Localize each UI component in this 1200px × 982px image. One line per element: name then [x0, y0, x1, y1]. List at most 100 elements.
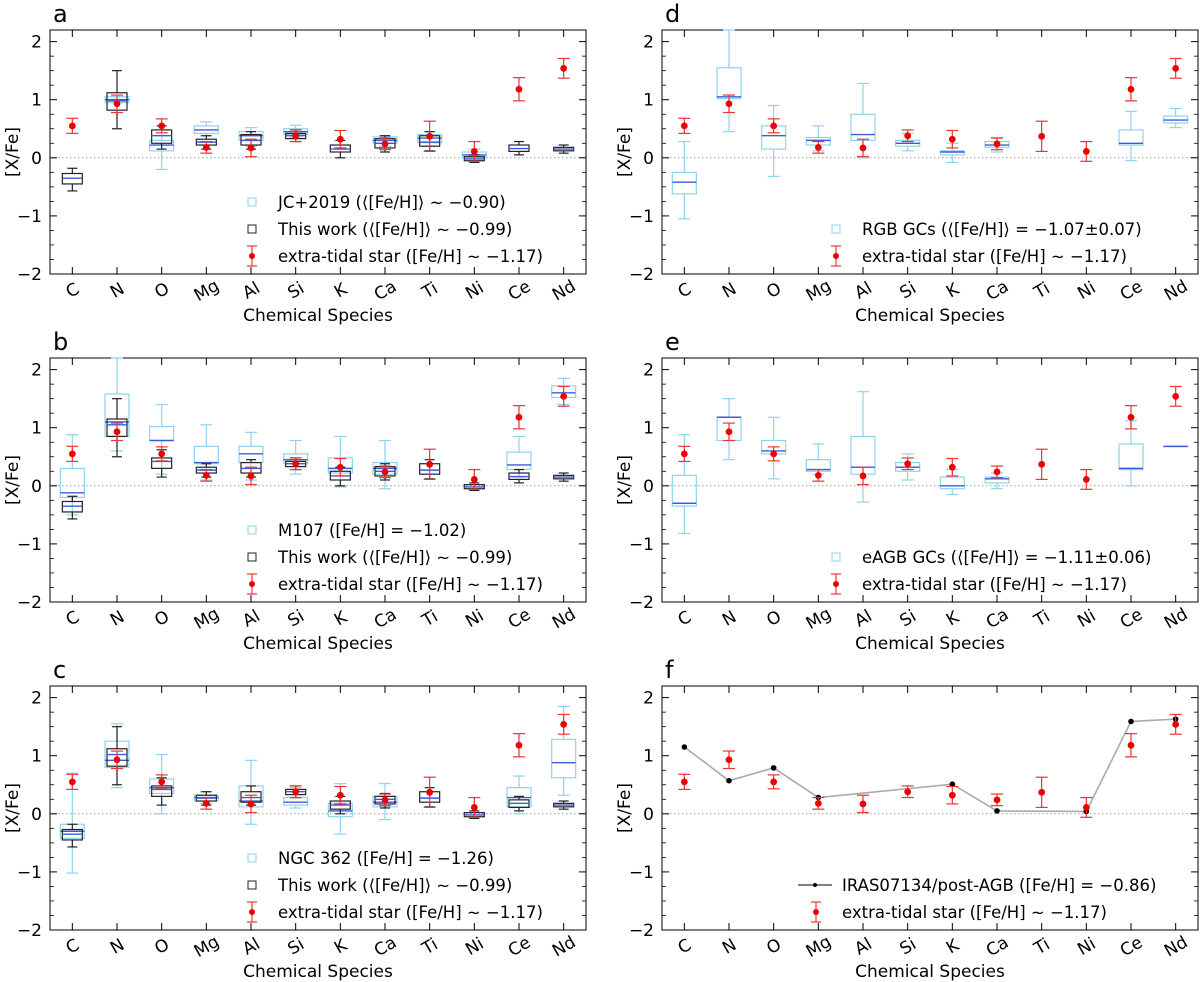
x-tick-label-mg: Mg	[191, 604, 223, 634]
x-tick-label-al: Al	[239, 606, 263, 632]
legend: IRAS07134/post-AGB ([Fe/H] = −0.86) extra…	[798, 876, 1156, 923]
star-marker	[1172, 64, 1180, 72]
star-point-ce	[513, 405, 525, 430]
star-point-c	[66, 117, 79, 135]
legend-star-marker	[249, 909, 255, 915]
star-marker	[158, 122, 166, 130]
legend-star-marker	[813, 909, 819, 915]
star-point-n	[723, 422, 735, 442]
box-iqr	[1118, 129, 1144, 146]
star-marker	[859, 472, 867, 480]
axes-frame	[49, 357, 587, 603]
star-point-k	[946, 457, 959, 477]
work-box-c	[61, 823, 83, 848]
x-tick-label-ti: Ti	[1030, 935, 1054, 960]
legend-label: extra-tidal star ([Fe/H] ∼ −1.17)	[278, 903, 543, 922]
star-marker	[948, 791, 956, 799]
star-point-al	[857, 794, 869, 814]
box-iqr	[671, 171, 697, 195]
x-tick-label-c: C	[63, 279, 83, 302]
star-marker	[993, 468, 1001, 476]
star-marker	[292, 788, 300, 796]
star-point-al	[245, 138, 257, 158]
x-tick-label-ti: Ti	[418, 279, 442, 304]
x-tick-label-ce: Ce	[505, 933, 534, 961]
legend-work-symbol	[247, 552, 257, 562]
x-tick-label-ni: Ni	[462, 278, 487, 304]
star-point-n	[111, 750, 123, 770]
x-tick-label-ca: Ca	[371, 605, 400, 633]
star-marker	[470, 148, 478, 155]
ref-box-o	[149, 403, 175, 475]
x-tick-label-nd: Nd	[1161, 276, 1191, 305]
star-point-n	[111, 422, 123, 442]
star-marker	[515, 413, 523, 421]
star-point-ti	[1035, 448, 1048, 481]
panel-e: −2 −1 0 1 2 C N O Mg Al Si K Ca Ti Ni Ce Nd Chemical Spec…	[615, 328, 1199, 654]
y-tick-label: 2	[31, 361, 42, 381]
legend: M107 ([Fe/H] = −1.02) This work (⟨[Fe/H]⟩…	[247, 521, 543, 595]
star-marker	[1038, 132, 1046, 140]
x-tick-label-ca: Ca	[983, 277, 1012, 305]
x-tick-label-ni: Ni	[1074, 278, 1099, 304]
star-marker	[680, 122, 688, 130]
star-marker	[68, 122, 76, 130]
x-tick-label-o: O	[151, 607, 173, 631]
star-marker	[1082, 476, 1090, 483]
legend: JC+2019 (⟨[Fe/H]⟩ ∼ −0.90) This work (⟨[F…	[247, 193, 543, 267]
legend-line-dot	[813, 883, 817, 887]
star-point-ca	[991, 137, 1003, 151]
x-tick-label-al: Al	[239, 278, 263, 304]
y-tick-label: 1	[31, 419, 42, 439]
work-box-nd	[553, 800, 575, 810]
star-point-o	[155, 118, 168, 134]
x-tick-label-c: C	[675, 935, 695, 958]
star-point-o	[767, 446, 780, 462]
box-iqr	[551, 738, 577, 779]
star-marker	[202, 799, 210, 807]
y-tick-label: −2	[17, 921, 42, 941]
star-marker	[1127, 85, 1135, 93]
x-tick-label-si: Si	[896, 606, 919, 631]
x-tick-label-nd: Nd	[549, 276, 579, 305]
y-tick-label: −1	[17, 863, 42, 883]
star-point-ca	[379, 465, 391, 479]
x-tick-label-k: K	[943, 279, 963, 302]
legend-label: eAGB GCs (⟨[Fe/H]⟩ = −1.11±0.06)	[862, 548, 1151, 567]
star-point-ce	[1125, 405, 1137, 430]
star-point-ca	[379, 137, 391, 151]
x-tick-label-nd: Nd	[549, 932, 579, 961]
x-tick-label-ca: Ca	[371, 933, 400, 961]
star-marker	[948, 135, 956, 143]
star-point-mg	[812, 796, 825, 810]
x-tick-label-o: O	[763, 935, 785, 959]
star-marker	[515, 85, 523, 93]
box-iqr	[850, 113, 876, 141]
iras-point	[1128, 718, 1134, 725]
y-tick-label: −2	[629, 265, 654, 285]
star-marker	[381, 140, 389, 148]
work-box-nd	[553, 472, 575, 482]
panel-b: −2 −1 0 1 2 C N O Mg Al Si K Ca Ti Ni Ce Nd Chemical Spec…	[3, 328, 587, 654]
x-tick-label-mg: Mg	[803, 604, 835, 634]
x-tick-label-c: C	[63, 607, 83, 630]
x-axis-title: Chemical Species	[855, 962, 1005, 982]
star-point-nd	[1169, 385, 1182, 407]
star-point-ce	[1125, 733, 1137, 758]
star-marker	[770, 122, 778, 130]
x-tick-label-mg: Mg	[803, 932, 835, 962]
star-marker	[426, 132, 434, 140]
y-tick-label: −2	[17, 265, 42, 285]
star-marker	[1172, 720, 1180, 728]
star-point-o	[767, 118, 780, 134]
legend-label: extra-tidal star ([Fe/H] ∼ −1.17)	[278, 247, 543, 266]
star-point-ni	[1080, 796, 1093, 818]
star-marker	[158, 778, 166, 786]
x-tick-label-n: N	[107, 607, 128, 631]
box-iqr	[193, 445, 219, 465]
star-marker	[904, 132, 912, 140]
y-tick-label: −1	[17, 207, 42, 227]
box-iqr	[283, 796, 309, 806]
box-iqr	[506, 451, 532, 471]
